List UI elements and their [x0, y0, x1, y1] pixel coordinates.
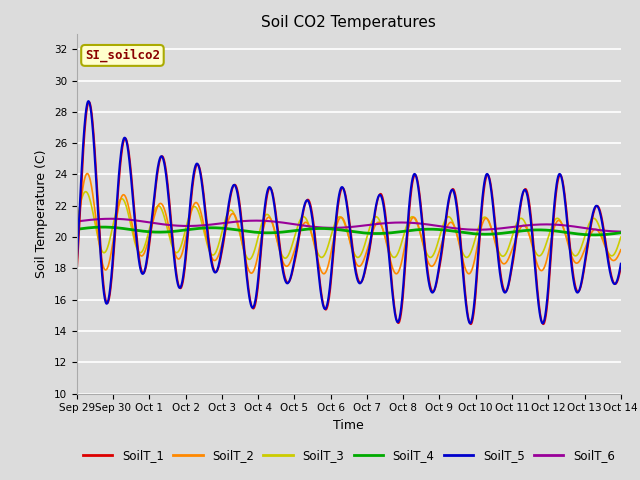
SoilT_5: [73, 260, 81, 265]
SoilT_5: [434, 274, 442, 279]
SoilT_1: [195, 162, 202, 168]
Line: SoilT_2: SoilT_2: [77, 174, 621, 274]
SoilT_2: [195, 202, 202, 207]
Line: SoilT_3: SoilT_3: [77, 192, 621, 259]
SoilT_3: [255, 229, 263, 235]
X-axis label: Time: Time: [333, 419, 364, 432]
SoilT_5: [553, 179, 561, 185]
SoilT_1: [540, 322, 547, 327]
SoilT_2: [73, 236, 81, 241]
SoilT_1: [181, 266, 189, 272]
SoilT_5: [195, 162, 202, 168]
SoilT_2: [505, 255, 513, 261]
SoilT_6: [617, 228, 625, 234]
SoilT_1: [434, 276, 442, 282]
SoilT_3: [434, 240, 442, 246]
SoilT_2: [255, 247, 263, 253]
SoilT_4: [434, 227, 442, 232]
SoilT_5: [539, 321, 547, 326]
Line: SoilT_1: SoilT_1: [77, 102, 621, 324]
SoilT_3: [617, 234, 625, 240]
SoilT_5: [255, 266, 263, 272]
Line: SoilT_6: SoilT_6: [77, 219, 621, 231]
SoilT_6: [195, 223, 202, 228]
SoilT_4: [505, 229, 513, 235]
SoilT_1: [255, 274, 263, 279]
SoilT_1: [505, 283, 513, 289]
Text: SI_soilco2: SI_soilco2: [85, 49, 160, 62]
SoilT_6: [73, 218, 81, 224]
SoilT_3: [82, 189, 90, 194]
SoilT_4: [181, 227, 189, 233]
SoilT_4: [73, 227, 81, 232]
SoilT_6: [107, 216, 115, 222]
SoilT_1: [553, 185, 561, 191]
SoilT_5: [84, 98, 92, 104]
SoilT_4: [617, 230, 625, 236]
SoilT_2: [617, 247, 625, 252]
Y-axis label: Soil Temperature (C): Soil Temperature (C): [35, 149, 48, 278]
SoilT_4: [195, 226, 202, 231]
Line: SoilT_4: SoilT_4: [77, 227, 621, 235]
SoilT_4: [591, 232, 598, 238]
SoilT_6: [505, 225, 513, 230]
SoilT_5: [181, 259, 189, 265]
SoilT_1: [617, 265, 625, 271]
SoilT_3: [505, 244, 513, 250]
SoilT_6: [181, 223, 189, 229]
SoilT_1: [73, 272, 81, 277]
SoilT_4: [553, 228, 561, 234]
SoilT_4: [255, 229, 263, 235]
Legend: SoilT_1, SoilT_2, SoilT_3, SoilT_4, SoilT_5, SoilT_6: SoilT_1, SoilT_2, SoilT_3, SoilT_4, Soil…: [78, 444, 620, 467]
SoilT_3: [181, 229, 189, 235]
SoilT_6: [553, 222, 561, 228]
SoilT_2: [434, 254, 442, 260]
SoilT_5: [505, 281, 513, 287]
SoilT_2: [84, 171, 92, 177]
SoilT_2: [553, 219, 561, 225]
SoilT_4: [99, 224, 107, 230]
SoilT_1: [85, 99, 93, 105]
SoilT_3: [195, 208, 202, 214]
SoilT_2: [181, 240, 189, 245]
SoilT_6: [434, 223, 442, 228]
SoilT_6: [255, 218, 263, 224]
SoilT_3: [553, 216, 561, 221]
Title: Soil CO2 Temperatures: Soil CO2 Temperatures: [261, 15, 436, 30]
SoilT_3: [73, 218, 81, 224]
SoilT_5: [617, 261, 625, 266]
Line: SoilT_5: SoilT_5: [77, 101, 621, 324]
SoilT_2: [465, 271, 473, 276]
SoilT_3: [245, 256, 253, 262]
